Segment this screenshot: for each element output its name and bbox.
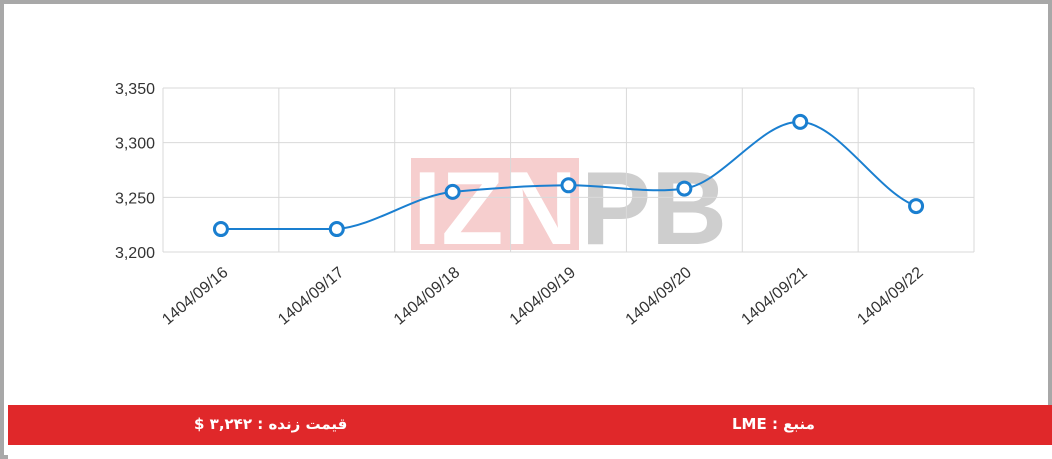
x-tick-label: 1404/09/20 xyxy=(623,264,695,329)
data-point xyxy=(328,221,345,238)
live-price-label: قیمت زنده : ۳,۲۴۲ $ xyxy=(194,415,348,433)
bottom-strip xyxy=(8,445,1052,459)
x-tick-label: 1404/09/16 xyxy=(159,264,231,329)
data-point xyxy=(792,113,809,130)
svg-text:PB: PB xyxy=(581,151,727,267)
x-tick-label: 1404/09/21 xyxy=(739,264,811,329)
svg-text:IZN: IZN xyxy=(413,151,577,267)
line-chart: IZN PB 3,200 3,250 3,300 3,350 1404/09/16 1404/… xyxy=(8,8,1052,402)
data-point xyxy=(908,198,925,215)
y-tick-label: 3,300 xyxy=(115,136,155,153)
watermark-logo: IZN PB xyxy=(411,151,727,267)
data-point xyxy=(212,221,229,238)
data-point xyxy=(560,177,577,194)
chart-svg: IZN PB 3,200 3,250 3,300 3,350 1404/09/16 1404/… xyxy=(115,81,975,329)
source-label: منبع : LME xyxy=(732,415,815,433)
y-tick-label: 3,250 xyxy=(115,190,155,207)
x-tick-label: 1404/09/18 xyxy=(391,264,463,329)
x-tick-label: 1404/09/19 xyxy=(507,264,579,329)
y-tick-label: 3,350 xyxy=(115,81,155,98)
data-point xyxy=(676,180,693,197)
y-tick-label: 3,200 xyxy=(115,245,155,262)
info-footer: قیمت زنده : ۳,۲۴۲ $ منبع : LME xyxy=(8,405,1052,445)
data-point xyxy=(444,183,461,200)
x-tick-label: 1404/09/17 xyxy=(275,264,347,329)
x-tick-label: 1404/09/22 xyxy=(854,264,926,329)
